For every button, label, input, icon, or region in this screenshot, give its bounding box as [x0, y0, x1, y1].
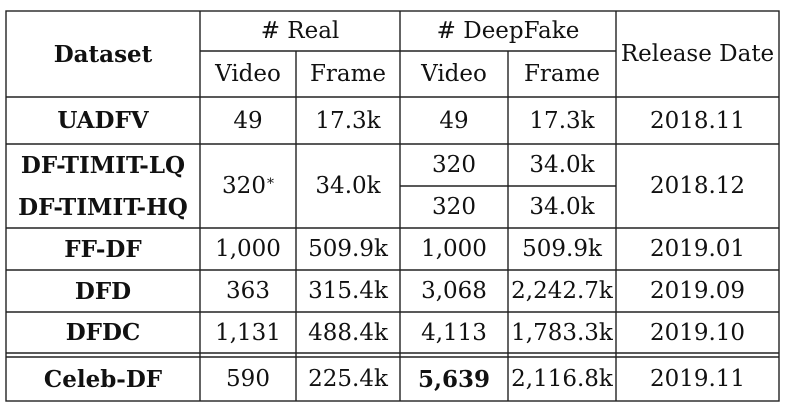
fake-frame-value: 34.0k [529, 152, 595, 178]
real-video-value: 590 [226, 366, 270, 392]
row-dataset-name: DF-TIMIT-HQ [18, 193, 188, 221]
header-dataset: Dataset [53, 40, 153, 68]
fake-video-value: 3,068 [421, 278, 487, 304]
real-frame-value: 488.4k [308, 319, 388, 346]
real-video-value: 49 [233, 107, 263, 134]
fake-frame-value: 17.3k [529, 107, 595, 134]
header-real-video: Video [215, 61, 281, 87]
fake-frame-value: 509.9k [522, 236, 602, 262]
header-real: # Real [260, 18, 340, 44]
real-frame-value: 17.3k [315, 107, 381, 134]
real-video-value: 1,131 [215, 319, 281, 346]
release-date-value: 2018.12 [649, 173, 746, 199]
header-release-date: Release Date [620, 41, 775, 67]
row-dataset-name: Celeb-DF [43, 365, 163, 393]
fake-video-value: 320 [432, 152, 476, 178]
fake-video-value: 49 [439, 107, 469, 134]
footnote-mark: * [266, 176, 274, 192]
header-fake-video: Video [421, 61, 487, 87]
release-date-value: 2019.01 [649, 236, 746, 262]
real-video-number: 320 [222, 173, 266, 199]
fake-frame-value: 2,116.8k [511, 366, 613, 392]
header-fake-frame: Frame [523, 61, 601, 87]
fake-video-value: 1,000 [421, 236, 487, 262]
real-frame-value: 509.9k [308, 236, 388, 262]
header-deepfake: # DeepFake [436, 18, 580, 44]
fake-video-value-highlight: 5,639 [417, 365, 491, 393]
row-dataset-name: DF-TIMIT-LQ [20, 151, 186, 179]
row-dataset-name: FF-DF [64, 235, 142, 263]
release-date-value: 2019.10 [649, 319, 746, 346]
real-frame-value: 34.0k [315, 173, 381, 199]
real-video-value: 1,000 [215, 236, 281, 262]
release-date-value: 2018.11 [649, 107, 746, 134]
fake-frame-value: 34.0k [529, 194, 595, 220]
header-real-frame: Frame [309, 61, 387, 87]
fake-frame-value: 1,783.3k [511, 319, 613, 346]
release-date-value: 2019.11 [649, 366, 746, 392]
fake-video-value: 4,113 [421, 319, 487, 346]
row-dataset-name: DFD [74, 277, 132, 305]
row-dataset-name: DFDC [65, 319, 141, 346]
release-date-value: 2019.09 [649, 278, 746, 304]
real-frame-value: 315.4k [308, 278, 388, 304]
real-frame-value: 225.4k [308, 366, 388, 392]
fake-frame-value: 2,242.7k [511, 278, 613, 304]
real-video-value: 320 * [200, 144, 296, 228]
real-video-value: 363 [226, 278, 270, 304]
row-dataset-name: UADFV [57, 107, 149, 134]
fake-video-value: 320 [432, 194, 476, 220]
